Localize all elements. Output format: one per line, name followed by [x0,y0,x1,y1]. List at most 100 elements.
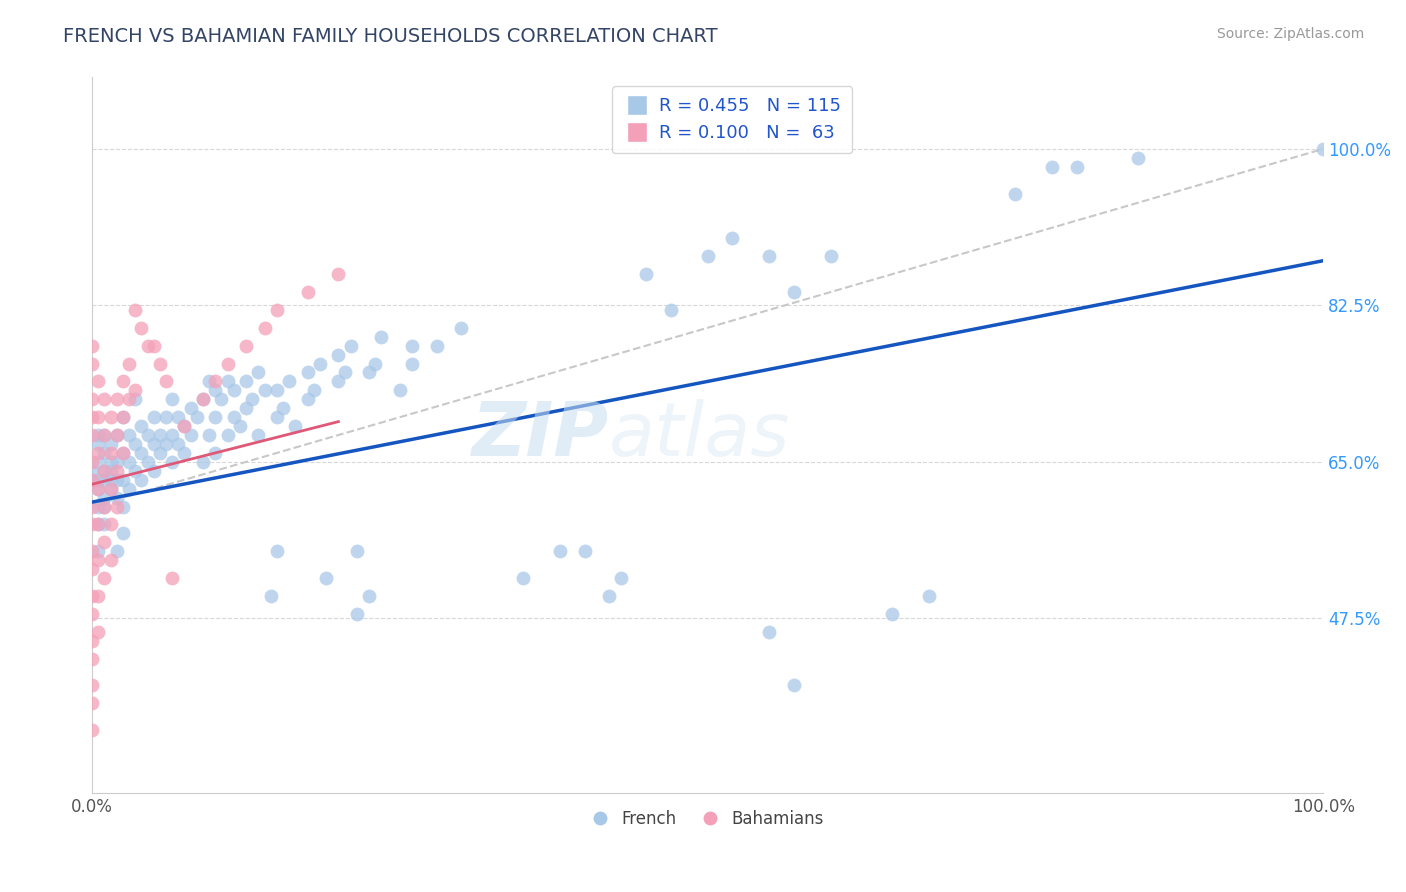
Point [111,473,134,487]
Point [82,517,104,532]
Point [315,571,337,585]
Point [186,410,208,425]
Point [918,589,941,603]
Point [82,544,104,558]
Text: ZIP: ZIP [472,399,609,472]
Text: FRENCH VS BAHAMIAN FAMILY HOUSEHOLDS CORRELATION CHART: FRENCH VS BAHAMIAN FAMILY HOUSEHOLDS COR… [63,27,718,45]
Point [87,410,110,425]
Point [136,428,159,442]
Point [328,267,350,281]
Point [247,428,270,442]
Point [93,464,115,478]
Point [93,446,115,460]
Point [359,366,381,380]
Point [87,482,110,496]
Point [82,589,104,603]
Point [100,437,122,451]
Point [87,517,110,532]
Point [142,464,165,478]
Point [87,624,110,639]
Point [209,392,232,407]
Point [87,428,110,442]
Point [882,607,904,621]
Point [333,366,356,380]
Point [82,428,104,442]
Point [260,589,283,603]
Point [124,437,146,451]
Point [173,419,195,434]
Point [82,473,104,487]
Point [160,392,183,407]
Point [100,482,122,496]
Point [155,375,177,389]
Point [100,482,122,496]
Point [149,357,172,371]
Point [426,338,449,352]
Point [82,392,104,407]
Point [180,428,202,442]
Point [87,455,110,469]
Point [636,267,658,281]
Text: Source: ZipAtlas.com: Source: ZipAtlas.com [1216,27,1364,41]
Point [118,428,141,442]
Point [105,428,128,442]
Point [105,473,128,487]
Point [346,607,368,621]
Point [82,607,104,621]
Point [149,446,172,460]
Point [783,678,806,692]
Point [93,500,115,514]
Point [328,348,350,362]
Point [111,446,134,460]
Point [87,375,110,389]
Point [191,392,214,407]
Point [87,473,110,487]
Point [93,491,115,505]
Point [1040,160,1063,174]
Point [105,491,128,505]
Point [131,320,153,334]
Point [574,544,596,558]
Point [111,446,134,460]
Point [111,410,134,425]
Point [93,535,115,549]
Point [328,375,350,389]
Point [105,544,128,558]
Point [266,410,288,425]
Point [82,633,104,648]
Point [82,357,104,371]
Point [229,419,252,434]
Point [100,446,122,460]
Point [82,473,104,487]
Point [217,357,239,371]
Point [253,320,276,334]
Point [548,544,571,558]
Point [111,500,134,514]
Point [297,392,319,407]
Point [131,419,153,434]
Point [87,500,110,514]
Point [217,375,239,389]
Point [297,285,319,299]
Point [82,455,104,469]
Point [235,401,257,416]
Point [302,384,325,398]
Point [401,338,423,352]
Point [111,410,134,425]
Point [149,428,172,442]
Point [124,464,146,478]
Point [359,589,381,603]
Point [100,517,122,532]
Point [87,437,110,451]
Point [93,571,115,585]
Point [1128,151,1150,165]
Point [82,723,104,737]
Point [93,428,115,442]
Point [1312,142,1334,156]
Point [173,446,195,460]
Point [222,384,245,398]
Point [142,437,165,451]
Point [222,410,245,425]
Point [659,302,682,317]
Point [100,410,122,425]
